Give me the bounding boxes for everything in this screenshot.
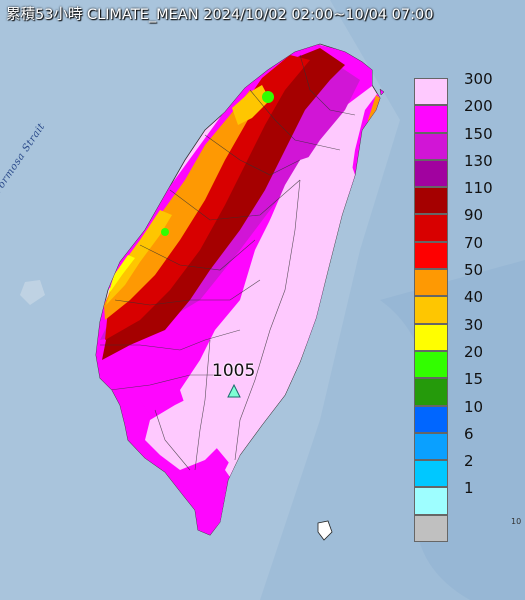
legend-label: 2 bbox=[464, 452, 474, 471]
legend-label: 15 bbox=[464, 370, 484, 389]
legend-label: 90 bbox=[464, 206, 484, 225]
legend-swatch bbox=[414, 187, 448, 215]
legend-row: 90 bbox=[414, 206, 517, 242]
corner-mark: 10 bbox=[511, 517, 522, 526]
rain-zone-40 bbox=[106, 210, 172, 305]
rain-spot-20 bbox=[262, 91, 274, 103]
legend-swatch bbox=[414, 159, 448, 188]
legend-swatch bbox=[414, 378, 448, 406]
legend-label: 130 bbox=[464, 151, 493, 170]
legend-label: 20 bbox=[464, 342, 484, 361]
legend-row: 6 bbox=[414, 425, 517, 461]
rain-zone-40-north bbox=[232, 85, 270, 125]
legend-row: 130 bbox=[414, 152, 517, 188]
legend-label: 200 bbox=[464, 97, 493, 116]
legend-row: 1 bbox=[414, 479, 517, 515]
legend-row: 30 bbox=[414, 316, 517, 351]
legend-swatch bbox=[414, 78, 448, 106]
legend-label: 6 bbox=[464, 424, 474, 443]
legend-swatch bbox=[414, 132, 448, 160]
legend-row: 50 bbox=[414, 261, 517, 297]
legend-swatch bbox=[414, 214, 448, 242]
legend-label: 1 bbox=[464, 479, 474, 498]
legend-row: 110 bbox=[414, 179, 517, 215]
legend-label: 40 bbox=[464, 288, 484, 307]
legend-label: 300 bbox=[464, 70, 493, 88]
legend-row: 300 bbox=[414, 70, 517, 106]
rainfall-legend: 300 200 150 130 110 90 70 50 40 30 20 15 10 6 2 1 bbox=[414, 70, 517, 543]
rain-zone-300-south bbox=[145, 395, 230, 470]
legend-label: 10 bbox=[464, 397, 484, 416]
legend-label: 110 bbox=[464, 179, 493, 198]
legend-label: 150 bbox=[464, 124, 493, 143]
legend-label: 70 bbox=[464, 233, 484, 252]
triangle-station-icon[interactable] bbox=[227, 384, 241, 398]
legend-row: 10 bbox=[414, 398, 517, 433]
legend-row bbox=[414, 514, 517, 543]
legend-row: 200 bbox=[414, 97, 517, 133]
rain-zone-300-east bbox=[225, 145, 355, 480]
legend-row: 150 bbox=[414, 125, 517, 160]
map-title: 累積53小時 CLIMATE_MEAN 2024/10/02 02:00~10/… bbox=[6, 7, 434, 23]
station-value-label: 1005 bbox=[212, 361, 256, 381]
legend-row: 40 bbox=[414, 288, 517, 324]
legend-swatch bbox=[414, 460, 448, 488]
legend-swatch bbox=[414, 105, 448, 133]
legend-swatch bbox=[414, 514, 448, 543]
legend-swatch bbox=[414, 432, 448, 461]
legend-swatch bbox=[414, 350, 448, 379]
legend-swatch bbox=[414, 269, 448, 297]
legend-row: 20 bbox=[414, 343, 517, 379]
legend-row: 15 bbox=[414, 370, 517, 406]
legend-label: 50 bbox=[464, 261, 484, 280]
legend-swatch bbox=[414, 296, 448, 324]
legend-row: 70 bbox=[414, 234, 517, 270]
green-island bbox=[317, 520, 333, 541]
rain-spot-20-west bbox=[161, 228, 169, 236]
penghu-islets bbox=[20, 280, 45, 305]
north-islet bbox=[379, 88, 385, 96]
legend-swatch bbox=[414, 487, 448, 515]
legend-swatch bbox=[414, 241, 448, 270]
legend-swatch bbox=[414, 405, 448, 433]
legend-row: 2 bbox=[414, 452, 517, 488]
legend-swatch bbox=[414, 323, 448, 351]
rain-zone-30 bbox=[108, 255, 135, 295]
legend-label: 30 bbox=[464, 315, 484, 334]
